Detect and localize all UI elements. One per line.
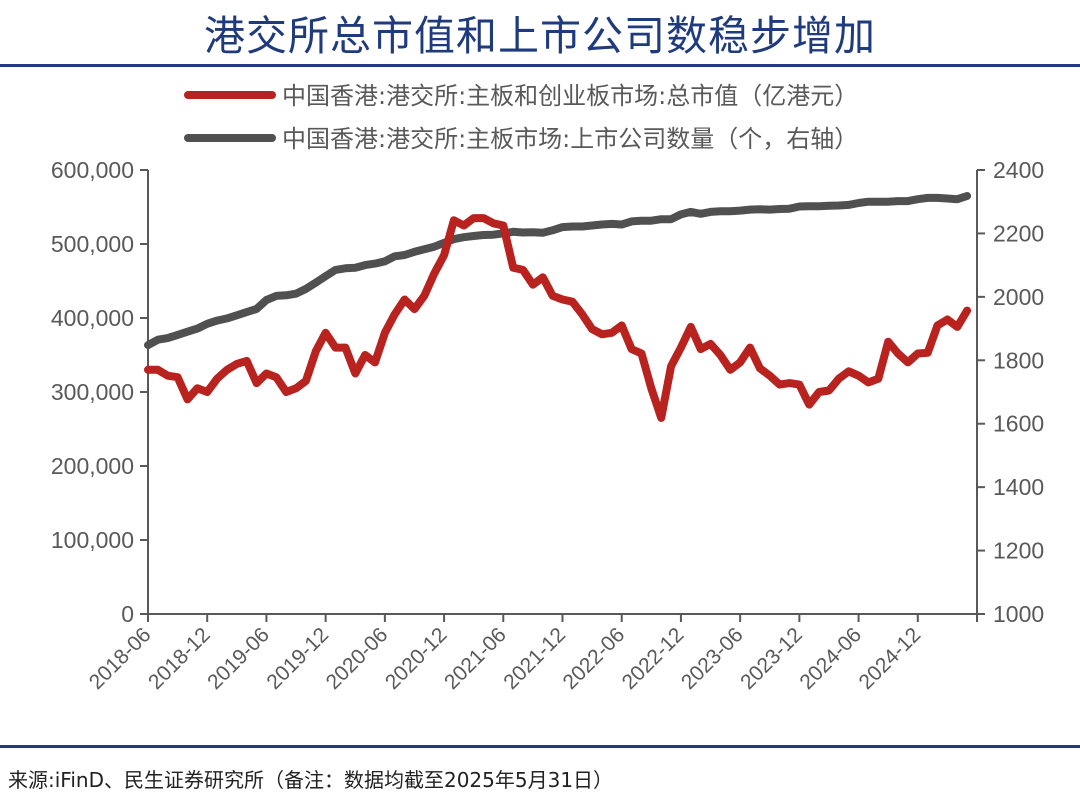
x-tick-label: 2023-12	[736, 623, 807, 694]
x-tick-label: 2021-06	[440, 623, 511, 694]
x-tick-label: 2018-12	[144, 623, 215, 694]
market-cap-line	[144, 214, 972, 422]
left-tick-label: 600,000	[51, 157, 134, 183]
x-tick-label: 2019-06	[203, 623, 274, 694]
legend-label: 中国香港:港交所:主板和创业板市场:总市值（亿港元）	[282, 82, 858, 110]
x-tick-label: 2020-06	[322, 623, 393, 694]
x-tick-label: 2023-06	[677, 623, 748, 694]
footer-divider	[0, 745, 1080, 748]
left-tick-label: 300,000	[51, 379, 134, 405]
left-tick-label: 500,000	[51, 231, 134, 257]
right-tick-label: 1600	[993, 411, 1044, 437]
left-tick-label: 0	[121, 601, 134, 627]
left-tick-label: 200,000	[51, 453, 134, 479]
x-tick-label: 2019-12	[262, 623, 333, 694]
right-tick-label: 1000	[993, 601, 1044, 627]
right-tick-label: 1800	[993, 347, 1044, 373]
x-tick-label: 2024-06	[795, 623, 866, 694]
x-tick-label: 2021-12	[499, 623, 570, 694]
x-tick-label: 2018-06	[85, 623, 156, 694]
right-tick-label: 1200	[993, 538, 1044, 564]
legend-label: 中国香港:港交所:主板市场:上市公司数量（个，右轴）	[282, 125, 858, 153]
listed-companies-line	[144, 192, 972, 350]
x-tick-label: 2024-12	[855, 623, 926, 694]
x-tick-label: 2022-06	[558, 623, 629, 694]
title-divider	[0, 64, 1080, 67]
right-tick-label: 2400	[993, 157, 1044, 183]
right-tick-label: 2200	[993, 220, 1044, 246]
line-chart: 0 100,000 200,000 300,000 400,000 500,000 600,…	[51, 82, 1044, 694]
right-tick-label: 1400	[993, 474, 1044, 500]
x-tick-label: 2022-12	[618, 623, 689, 694]
left-tick-label: 100,000	[51, 527, 134, 553]
x-tick-label: 2020-12	[381, 623, 452, 694]
right-tick-label: 2000	[993, 284, 1044, 310]
page-title: 港交所总市值和上市公司数稳步增加	[204, 12, 876, 60]
source-note: 来源:iFinD、民生证券研究所（备注：数据均截至2025年5月31日）	[8, 768, 614, 792]
left-tick-label: 400,000	[51, 305, 134, 331]
